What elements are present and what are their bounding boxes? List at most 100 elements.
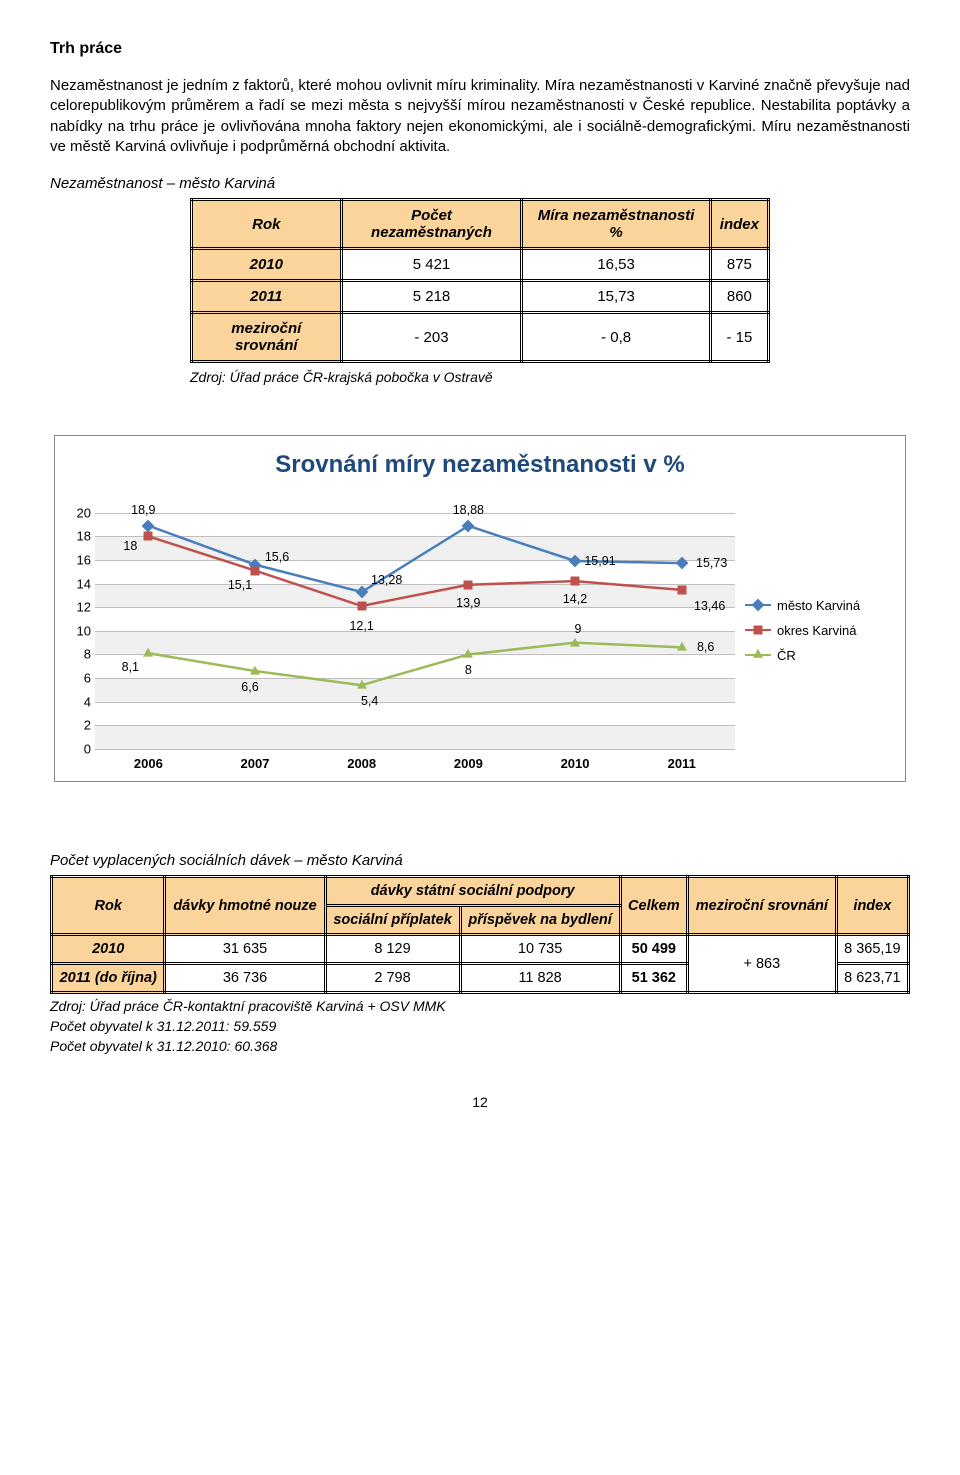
chart-marker <box>251 566 260 575</box>
chart-marker <box>144 532 153 541</box>
t1-r0-c2: 875 <box>710 249 768 281</box>
t1-r0-label: 2010 <box>192 249 342 281</box>
t1-r2-c1: - 0,8 <box>522 313 710 362</box>
y-tick: 0 <box>67 742 91 757</box>
t1-r1-label: 2011 <box>192 281 342 313</box>
t2-r1-label: 2011 (do října) <box>52 964 165 993</box>
table2-title: Počet vyplacených sociálních dávek – měs… <box>50 852 910 869</box>
t2-r0-c3: 50 499 <box>620 935 687 964</box>
t1-r1-c0: 5 218 <box>341 281 522 313</box>
t2-h-index: index <box>836 877 908 935</box>
chart-marker <box>571 577 580 586</box>
chart-legend: město Karviná okres Karviná ČR <box>735 489 895 771</box>
t1-r0-c1: 16,53 <box>522 249 710 281</box>
chart-marker <box>357 680 367 689</box>
chart-container: Srovnání míry nezaměstnanosti v % 0 2 4 6 8 1… <box>54 435 906 782</box>
t2-h-prisp: příspěvek na bydlení <box>460 906 620 935</box>
data-label: 6,6 <box>241 680 258 694</box>
table2-source: Zdroj: Úřad práce ČR-kontaktní pracovišt… <box>50 998 910 1014</box>
t1-r1-c2: 860 <box>710 281 768 313</box>
chart-marker <box>570 637 580 646</box>
t1-r1-c1: 15,73 <box>522 281 710 313</box>
data-label: 15,1 <box>228 578 252 592</box>
y-tick: 12 <box>67 600 91 615</box>
t2-h-meziroc: meziroční srovnání <box>687 877 836 935</box>
x-tick: 2006 <box>95 756 202 771</box>
section-title: Trh práce <box>50 40 910 58</box>
t1-h3: index <box>710 200 768 249</box>
data-label: 15,6 <box>265 550 289 564</box>
chart-marker <box>357 602 366 611</box>
chart-x-axis: 200620072008200920102011 <box>95 756 735 771</box>
t2-r0-c2: 10 735 <box>460 935 620 964</box>
t2-h-rok: Rok <box>52 877 165 935</box>
chart-marker <box>143 648 153 657</box>
data-label: 8 <box>465 663 472 677</box>
data-label: 18,88 <box>453 503 484 517</box>
table-benefits: Rok dávky hmotné nouze dávky státní soci… <box>50 875 910 994</box>
y-tick: 8 <box>67 647 91 662</box>
t2-h-celkem: Celkem <box>620 877 687 935</box>
chart-marker <box>250 666 260 675</box>
legend-item: okres Karviná <box>745 623 895 638</box>
y-tick: 18 <box>67 529 91 544</box>
data-label: 8,6 <box>697 640 714 654</box>
y-tick: 2 <box>67 718 91 733</box>
data-label: 18 <box>123 539 137 553</box>
data-label: 8,1 <box>122 660 139 674</box>
chart-marker <box>463 649 473 658</box>
table1-source: Zdroj: Úřad práce ČR-krajská pobočka v O… <box>190 369 910 385</box>
t2-h-group: dávky státní sociální podpory <box>325 877 620 906</box>
t2-merged-meziroc: + 863 <box>687 935 836 993</box>
t2-r0-label: 2010 <box>52 935 165 964</box>
data-label: 9 <box>575 622 582 636</box>
table2-note1: Počet obyvatel k 31.12.2011: 59.559 <box>50 1018 910 1034</box>
data-label: 13,46 <box>694 599 725 613</box>
y-tick: 16 <box>67 552 91 567</box>
data-label: 12,1 <box>349 619 373 633</box>
y-tick: 20 <box>67 505 91 520</box>
page-number: 12 <box>50 1094 910 1110</box>
legend-item: ČR <box>745 648 895 663</box>
y-tick: 6 <box>67 671 91 686</box>
t2-r0-c5: 8 365,19 <box>836 935 908 964</box>
t1-h1: Počet nezaměstnaných <box>341 200 522 249</box>
table1-title: Nezaměstnanost – město Karviná <box>50 175 910 192</box>
t2-h-hmot: dávky hmotné nouze <box>165 877 325 935</box>
t1-h2: Míra nezaměstnanosti % <box>522 200 710 249</box>
chart-svg <box>95 489 735 749</box>
t2-r1-c1: 2 798 <box>325 964 460 993</box>
legend-item: město Karviná <box>745 598 895 613</box>
y-tick: 4 <box>67 694 91 709</box>
t2-r1-c3: 51 362 <box>620 964 687 993</box>
data-label: 14,2 <box>563 592 587 606</box>
data-label: 5,4 <box>361 694 378 708</box>
table1-wrap: Rok Počet nezaměstnaných Míra nezaměstna… <box>190 198 770 363</box>
t1-r2-label: meziroční srovnání <box>192 313 342 362</box>
data-label: 15,91 <box>584 554 615 568</box>
x-tick: 2010 <box>522 756 629 771</box>
data-label: 13,28 <box>371 573 402 587</box>
t1-r2-c0: - 203 <box>341 313 522 362</box>
t1-r0-c0: 5 421 <box>341 249 522 281</box>
t2-r0-c0: 31 635 <box>165 935 325 964</box>
t1-r2-c2: - 15 <box>710 313 768 362</box>
y-tick: 14 <box>67 576 91 591</box>
table2-note2: Počet obyvatel k 31.12.2010: 60.368 <box>50 1038 910 1054</box>
intro-paragraph: Nezaměstnanost je jedním z faktorů, kter… <box>50 76 910 157</box>
x-tick: 2008 <box>308 756 415 771</box>
t2-r0-c1: 8 129 <box>325 935 460 964</box>
t2-r1-c5: 8 623,71 <box>836 964 908 993</box>
table2-wrap: Rok dávky hmotné nouze dávky státní soci… <box>50 875 910 994</box>
chart-marker <box>464 580 473 589</box>
chart-marker <box>677 585 686 594</box>
chart-marker <box>677 642 687 651</box>
x-tick: 2007 <box>202 756 309 771</box>
t2-h-soc: sociální příplatek <box>325 906 460 935</box>
t2-r1-c2: 11 828 <box>460 964 620 993</box>
table-unemployment: Rok Počet nezaměstnaných Míra nezaměstna… <box>190 198 770 363</box>
chart-plot: 0246810121416182018,915,613,2818,8815,91… <box>95 489 735 750</box>
x-tick: 2009 <box>415 756 522 771</box>
chart-title: Srovnání míry nezaměstnanosti v % <box>65 451 895 479</box>
data-label: 15,73 <box>696 556 727 570</box>
